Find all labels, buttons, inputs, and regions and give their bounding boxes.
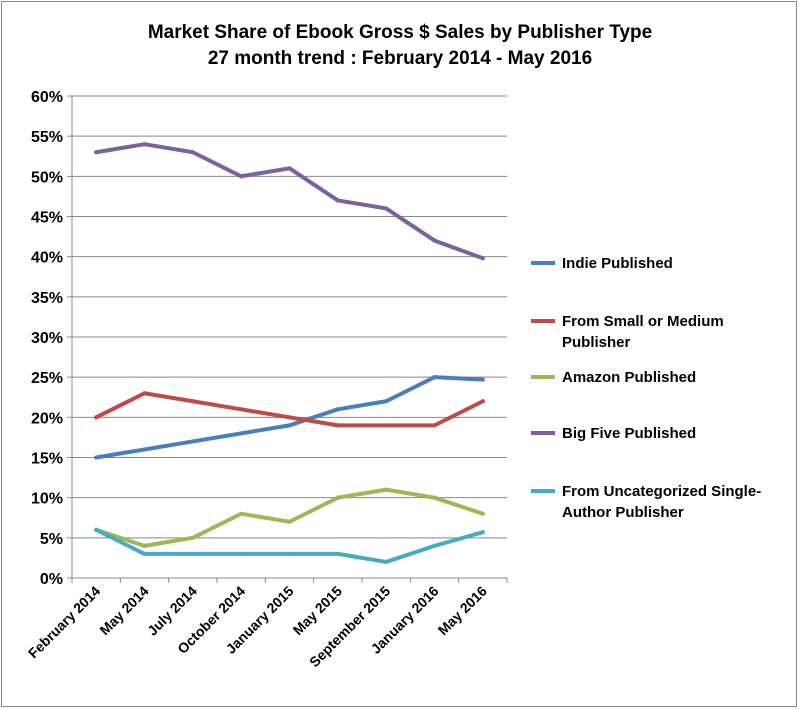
data-point [142, 551, 147, 556]
data-point [432, 375, 437, 380]
chart-title: Market Share of Ebook Gross $ Sales by P… [148, 22, 652, 43]
legend-label: From Uncategorized Single- [562, 483, 761, 500]
y-tick-label: 30% [31, 330, 63, 347]
data-point [239, 431, 244, 436]
data-point [190, 399, 195, 404]
data-point [287, 423, 292, 428]
data-point [190, 439, 195, 444]
data-point [287, 415, 292, 420]
x-tick-label: September 2015 [306, 583, 393, 670]
data-point [287, 519, 292, 524]
data-point [480, 530, 485, 535]
data-point [480, 377, 485, 382]
legend-label: Author Publisher [562, 504, 684, 521]
data-point [287, 166, 292, 171]
data-point [94, 527, 99, 532]
data-point [142, 447, 147, 452]
data-point [384, 423, 389, 428]
data-point [239, 407, 244, 412]
x-tick-label: May 2014 [96, 583, 151, 638]
data-point [432, 495, 437, 500]
series-line-3 [94, 142, 485, 261]
y-tick-label: 25% [31, 370, 63, 387]
y-tick-label: 50% [31, 169, 63, 186]
data-point [190, 551, 195, 556]
data-point [142, 391, 147, 396]
y-tick-label: 45% [31, 210, 63, 227]
data-point [335, 198, 340, 203]
data-point [384, 559, 389, 564]
data-point [239, 174, 244, 179]
legend-label: Big Five Published [562, 425, 696, 442]
data-point [335, 551, 340, 556]
data-point [190, 535, 195, 540]
y-tick-label: 20% [31, 410, 63, 427]
y-tick-label: 60% [31, 89, 63, 106]
data-point [94, 150, 99, 155]
x-tick-label: February 2014 [25, 583, 104, 662]
series-line-1 [94, 391, 485, 428]
data-point [287, 551, 292, 556]
data-point [239, 511, 244, 516]
y-tick-label: 10% [31, 491, 63, 508]
data-point [335, 423, 340, 428]
data-point [335, 495, 340, 500]
data-point [384, 206, 389, 211]
data-point [142, 543, 147, 548]
data-point [480, 256, 485, 261]
x-tick-label: May 2016 [435, 583, 490, 638]
legend-label: From Small or Medium [562, 313, 724, 330]
data-point [480, 399, 485, 404]
y-tick-label: 40% [31, 250, 63, 267]
y-tick-label: 5% [40, 531, 63, 548]
data-point [239, 551, 244, 556]
data-point [94, 415, 99, 420]
data-point [190, 150, 195, 155]
data-point [432, 423, 437, 428]
data-point [94, 455, 99, 460]
data-point [384, 487, 389, 492]
legend-label: Amazon Published [562, 369, 696, 386]
data-point [432, 543, 437, 548]
data-point [384, 399, 389, 404]
y-tick-label: 35% [31, 290, 63, 307]
y-tick-label: 15% [31, 451, 63, 468]
legend-label: Publisher [562, 334, 631, 351]
data-point [142, 142, 147, 147]
data-point [480, 511, 485, 516]
legend-label: Indie Published [562, 255, 673, 272]
data-point [432, 238, 437, 243]
y-tick-label: 0% [40, 571, 63, 588]
y-tick-label: 55% [31, 129, 63, 146]
chart-subtitle: 27 month trend : February 2014 - May 201… [208, 48, 592, 69]
data-point [335, 407, 340, 412]
